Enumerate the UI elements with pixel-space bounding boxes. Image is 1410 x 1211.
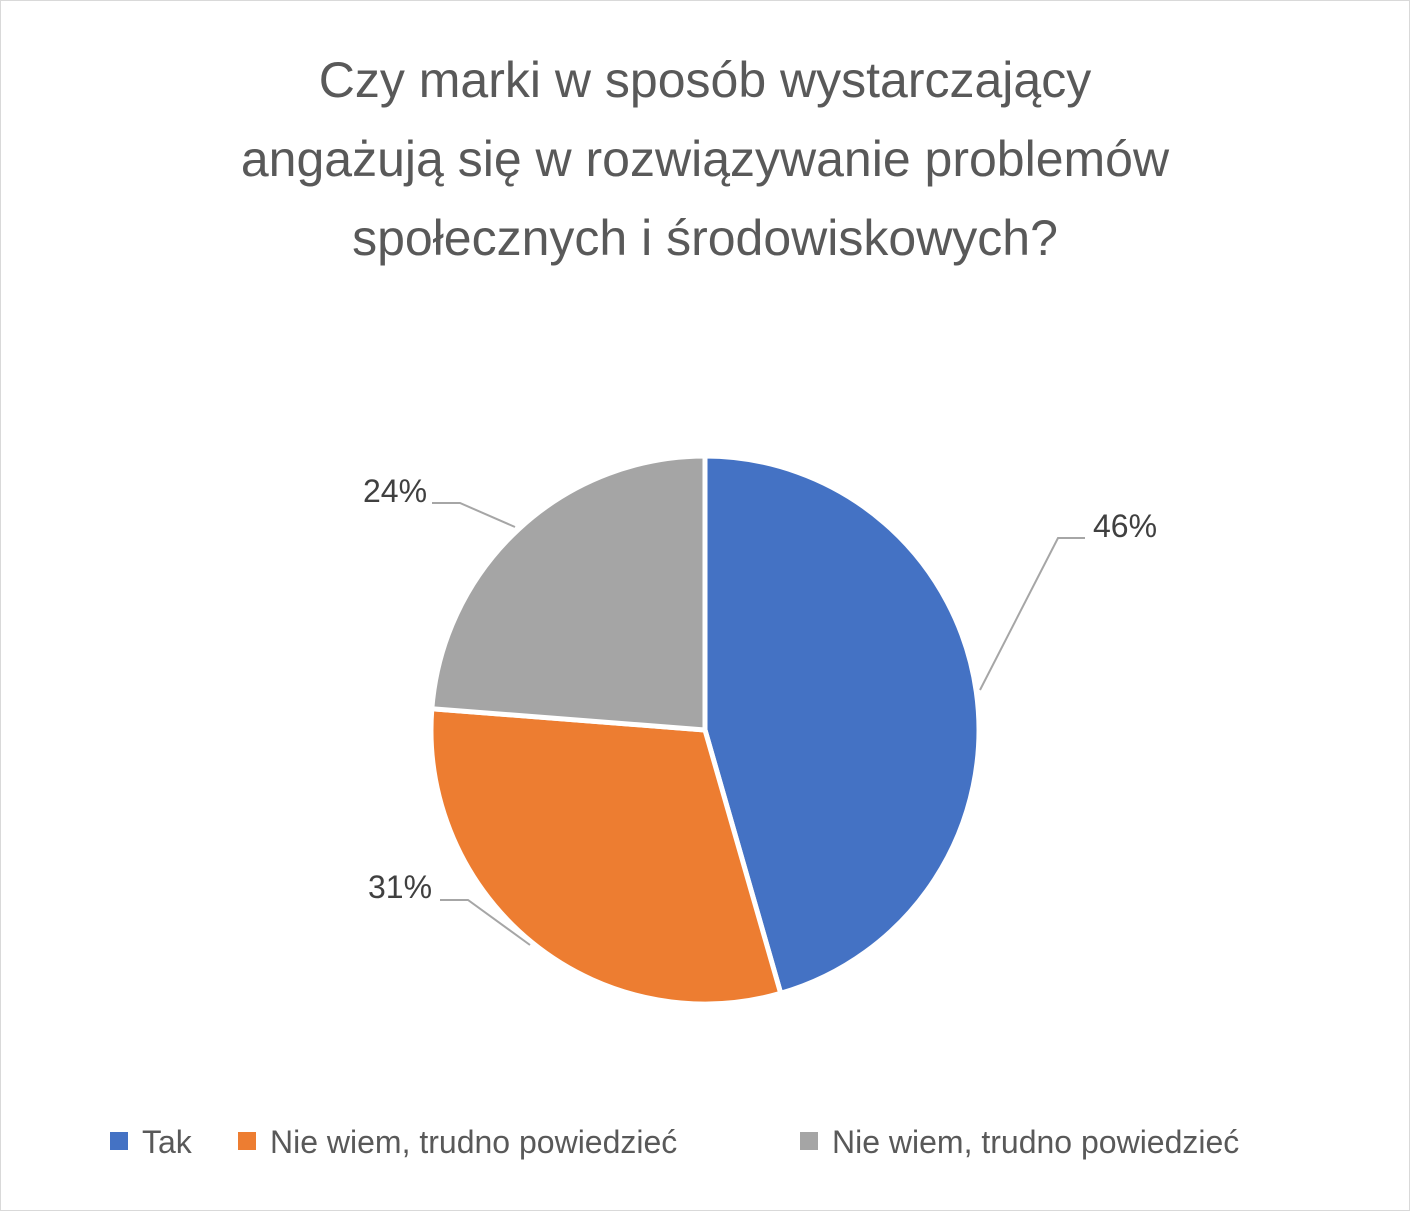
legend-swatch-3 <box>800 1132 818 1150</box>
chart-title-line-1: Czy marki w sposób wystarczający <box>319 52 1091 108</box>
leader-line-2 <box>440 899 531 946</box>
legend-item-1: Tak <box>110 1124 193 1160</box>
leader-line-1 <box>979 537 1085 691</box>
pie-slice-3 <box>429 453 708 733</box>
pie-slices <box>428 453 982 1007</box>
legend-swatch-2 <box>238 1132 256 1150</box>
legend-item-2: Nie wiem, trudno powiedzieć <box>238 1124 677 1160</box>
pie-slice-1 <box>702 453 982 996</box>
legend-label-2: Nie wiem, trudno powiedzieć <box>270 1124 677 1160</box>
data-label-2: 31% <box>368 869 432 905</box>
legend: Tak Nie wiem, trudno powiedzieć Nie wiem, … <box>110 1124 1239 1160</box>
data-labels: 46% 31% 24% <box>363 473 1157 905</box>
legend-swatch-1 <box>110 1132 128 1150</box>
leader-lines <box>432 502 1085 946</box>
leader-line-3 <box>432 502 516 528</box>
chart-title-line-2: angażują się w rozwiązywanie problemów <box>241 131 1170 187</box>
data-label-1: 46% <box>1093 508 1157 544</box>
chart-title: Czy marki w sposób wystarczający angażuj… <box>241 52 1170 266</box>
legend-label-3: Nie wiem, trudno powiedzieć <box>832 1124 1239 1160</box>
legend-item-3: Nie wiem, trudno powiedzieć <box>800 1124 1239 1160</box>
data-label-3: 24% <box>363 473 427 509</box>
chart-title-line-3: społecznych i środowiskowych? <box>352 210 1058 266</box>
pie-slice-2 <box>428 706 784 1007</box>
legend-label-1: Tak <box>142 1124 193 1160</box>
